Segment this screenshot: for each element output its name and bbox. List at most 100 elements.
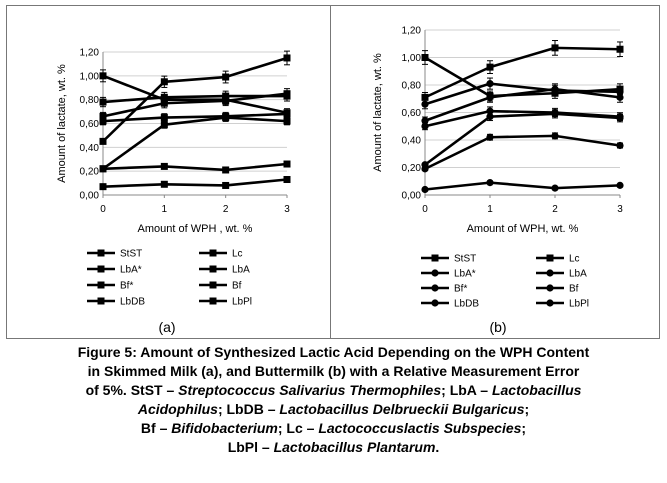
panel-b-y-tick-label-4: 0,80 (402, 81, 422, 92)
figure-frame: 0,00 0,20 0,40 0,60 0,80 1,00 1,20 0 1 2 3 Amount o… (6, 5, 660, 339)
panel-b-legend-swatch-marker-5 (546, 284, 554, 292)
panel-a-series-6-line (102, 178, 288, 188)
panel-b-series-3-point-3 (616, 93, 624, 101)
panel-b-series-4-point-0 (421, 122, 429, 130)
panel-b-series-1-point-2 (551, 44, 559, 52)
caption-line-3d: Lactobacillus (491, 382, 582, 398)
panel-a-series-7-point-2 (222, 166, 230, 174)
panel-b-series-1-point-1 (486, 63, 494, 71)
panel-b-series-5-point-3 (616, 114, 624, 122)
caption-line-2: in Skimmed Milk (a), and Buttermilk (b) … (87, 363, 580, 379)
panel-a-legend-swatch-marker-1 (209, 249, 217, 257)
panel-b-series-6-line (424, 181, 621, 191)
panel-b-series-6-point-0 (421, 185, 429, 194)
panel-a-label: (a) (158, 319, 175, 335)
panel-b-chart: 0,00 0,20 0,40 0,60 0,80 1,00 1,20 0 1 2 3 Amount o… (372, 26, 624, 335)
panel-b-series-2-line (424, 82, 621, 106)
panel-a-series-2-point-3 (283, 92, 291, 100)
panel-b-series-2-point-1 (486, 80, 494, 88)
panel-b-series-6-point-1 (486, 179, 494, 187)
panel-a-series-6-point-2 (222, 181, 230, 189)
panel-a-series-6-point-1 (160, 180, 168, 188)
panel-a-series-3-point-3 (283, 110, 291, 118)
panel-b-x-axis-title: Amount of WPH, wt. % (467, 223, 579, 235)
panel-a-x-axis-title: Amount of WPH , wt. % (138, 223, 253, 235)
panel-a-series-0-point-0 (99, 72, 107, 80)
caption-line-5c: ; Lc – (277, 420, 319, 436)
panel-b-series-4-line (424, 109, 621, 128)
panel-b-label: (b) (489, 319, 506, 335)
panel-b-x-tick-label-3: 3 (617, 204, 623, 215)
caption-line-3a: of 5%. StST – (85, 382, 179, 398)
panel-a-legend-label-7: LbPl (232, 297, 252, 308)
panel-b-legend-swatch-marker-3 (546, 269, 554, 277)
caption-line-5b: Bifidobacterium (171, 420, 278, 436)
panel-b-legend-swatch-marker-2 (431, 269, 439, 277)
panel-a-legend-label-4: Bf* (120, 281, 133, 292)
panel-a-series-4-point-1 (160, 121, 168, 129)
panel-a-legend-swatch-marker-3 (209, 265, 217, 273)
panel-b-y-tick-label-1: 0,20 (402, 163, 422, 174)
caption-line-4c: Lactobacillus Delbrueckii Bulgaricus (279, 401, 525, 417)
panel-a-series-2-line (102, 94, 287, 104)
panel-b-series-2-point-3 (616, 88, 624, 96)
panel-a-legend-swatch-marker-5 (209, 281, 217, 289)
panel-a-legend-label-0: StST (120, 249, 142, 260)
panel-b-legend-label-6: LbDB (454, 299, 479, 310)
panel-b-x-tick-label-0: 0 (422, 204, 428, 215)
caption-line-4d: ; (524, 401, 530, 417)
panel-a-legend-swatch-marker-4 (97, 281, 105, 289)
panel-b-legend-label-7: LbPl (569, 299, 589, 310)
caption-line-6a: LbPl – (227, 439, 274, 455)
panel-b-series-3-point-1 (486, 93, 494, 101)
panel-a-legend-swatch-marker-7 (209, 297, 217, 305)
panel-a-y-axis-title: Amount of lactate, wt. % (56, 64, 68, 183)
panel-a-legend-swatch-marker-0 (97, 249, 105, 257)
caption-line-4a: Acidophilus (137, 401, 218, 417)
panel-a-series-3-point-1 (160, 114, 168, 122)
panel-a-series-7-line (102, 162, 288, 172)
panel-b-legend-label-4: Bf* (454, 284, 467, 295)
panel-a-series-6-point-3 (283, 176, 291, 184)
panel-a-x-tick-label-0: 0 (100, 204, 106, 215)
panel-a-y-tick-label-6: 1,20 (80, 48, 100, 59)
panel-b-series-7-point-3 (616, 141, 624, 150)
panel-b-legend-label-0: StST (454, 254, 476, 265)
panel-a-series-7-point-1 (160, 162, 168, 170)
caption-line-5e: ; (521, 420, 527, 436)
caption-line-5d: Lactococcuslactis Subspecies (318, 420, 522, 436)
panel-b-series-7-point-0 (421, 165, 429, 173)
panel-b-legend-label-5: Bf (569, 284, 579, 295)
panel-a-legend-label-6: LbDB (120, 297, 145, 308)
panel-b-series-5-line (424, 112, 621, 166)
panel-b-series-2-point-0 (421, 100, 429, 108)
panel-a-series-5-point-1 (160, 78, 168, 86)
panel-b-legend-swatch-marker-4 (431, 284, 439, 292)
panel-b-y-tick-label-2: 0,40 (402, 136, 422, 147)
panel-b-series-3-line (424, 87, 621, 122)
panel-a-x-tick-label-1: 1 (162, 204, 168, 215)
panel-a-y-tick-label-1: 0,20 (80, 167, 100, 178)
panel-a-chart: 0,00 0,20 0,40 0,60 0,80 1,00 1,20 0 1 2 3 Amount o… (56, 48, 291, 335)
panel-a-x-tick-label-3: 3 (284, 204, 290, 215)
panel-a-series-5-line (102, 56, 288, 143)
panel-b-legend-swatch-marker-6 (431, 299, 439, 307)
panel-a-y-tick-label-0: 0,00 (80, 191, 100, 202)
panel-a-series-4-point-3 (283, 117, 291, 125)
panel-a-series-2-point-2 (222, 92, 230, 100)
caption-line-3c: ; LbA – (441, 382, 492, 398)
panel-b-y-axis-title: Amount of lactate, wt. % (372, 53, 384, 172)
figure-caption: Figure 5: Amount of Synthesized Lactic A… (10, 343, 657, 457)
panel-b-legend-swatch-marker-0 (431, 254, 439, 262)
panel-b-series-1-point-0 (421, 93, 429, 101)
panel-a-legend-swatch-marker-2 (97, 265, 105, 273)
caption-line-4b: ; LbDB – (217, 401, 280, 417)
panel-a-series-1-point-0 (99, 112, 107, 120)
panel-b-legend-swatch-marker-1 (546, 254, 554, 262)
panel-b-y-tick-label-0: 0,00 (402, 191, 422, 202)
panel-a-legend-label-5: Bf (232, 281, 242, 292)
panel-a-y-tick-label-2: 0,40 (80, 143, 100, 154)
panel-a-series-1-point-1 (160, 99, 168, 107)
panel-a-legend-label-1: Lc (232, 249, 243, 260)
panel-a-y-tick-label-5: 1,00 (80, 71, 100, 82)
